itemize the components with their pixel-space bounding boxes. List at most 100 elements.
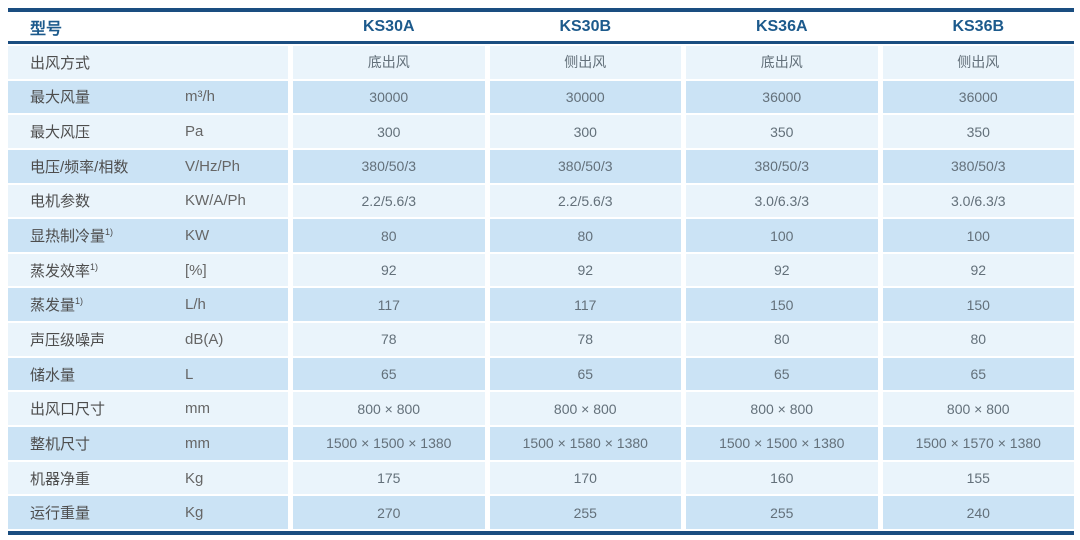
row-unit: [%] bbox=[185, 261, 207, 279]
cell-value: 1500 × 1570 × 1380 bbox=[882, 427, 1074, 460]
cell-value: 92 bbox=[489, 253, 681, 287]
cell-value: 255 bbox=[686, 496, 878, 529]
table-row-unit-dimensions: 整机尺寸 mm 1500 × 1500 × 1380 1500 × 1580 ×… bbox=[8, 427, 1074, 460]
cell-value: 侧出风 bbox=[882, 46, 1074, 79]
table-row-max-pressure: 最大风压 Pa 300 300 350 350 bbox=[8, 115, 1074, 148]
row-label: 出风方式 bbox=[30, 54, 91, 72]
cell-value: 350 bbox=[686, 115, 878, 148]
row-label: 储水量 bbox=[30, 366, 76, 384]
row-unit: dB(A) bbox=[185, 330, 224, 348]
row-unit: KW/A/Ph bbox=[185, 192, 246, 210]
table-row-voltage: 电压/频率/相数 V/Hz/Ph 380/50/3 380/50/3 380/5… bbox=[8, 149, 1074, 183]
row-unit: Kg bbox=[185, 504, 204, 522]
cell-value: 800 × 800 bbox=[293, 392, 485, 426]
cell-value: 80 bbox=[882, 323, 1074, 356]
table-row-noise: 声压级噪声 dB(A) 78 78 80 80 bbox=[8, 323, 1074, 356]
table-row-outlet-size: 出风口尺寸 mm 800 × 800 800 × 800 800 × 800 8… bbox=[8, 392, 1074, 426]
cell-value: 1500 × 1580 × 1380 bbox=[489, 427, 681, 460]
cell-value: 30000 bbox=[293, 80, 485, 114]
cell-value: 170 bbox=[489, 461, 681, 495]
cell-value: 92 bbox=[293, 253, 485, 287]
table-row-evap-rate: 蒸发量1) L/h 117 117 150 150 bbox=[8, 288, 1074, 322]
cell-value: 30000 bbox=[489, 80, 681, 114]
cell-value: 380/50/3 bbox=[489, 149, 681, 183]
table-top-border bbox=[8, 8, 1074, 12]
table-row-air-outlet: 出风方式 底出风 侧出风 底出风 侧出风 bbox=[8, 46, 1074, 79]
table-row-max-airflow: 最大风量 m³/h 30000 30000 36000 36000 bbox=[8, 80, 1074, 114]
header-model-ks36b: KS36B bbox=[952, 17, 1005, 35]
cell-value: 100 bbox=[686, 219, 878, 252]
table-body: 出风方式 底出风 侧出风 底出风 侧出风 最大风量 m³/h 30000 300… bbox=[8, 44, 1074, 531]
spec-table: 型号 KS30A KS30B KS36A KS36B 出风方式 底出风 侧出风 … bbox=[8, 8, 1074, 535]
header-model-ks30a: KS30A bbox=[362, 17, 415, 35]
row-label: 声压级噪声 bbox=[30, 331, 106, 349]
table-bottom-border bbox=[8, 531, 1074, 535]
cell-value: 380/50/3 bbox=[882, 149, 1074, 183]
cell-value: 350 bbox=[882, 115, 1074, 148]
cell-value: 155 bbox=[882, 461, 1074, 495]
cell-value: 270 bbox=[293, 496, 485, 529]
row-label: 显热制冷量1) bbox=[30, 227, 114, 246]
cell-value: 380/50/3 bbox=[293, 149, 485, 183]
cell-value: 150 bbox=[686, 288, 878, 322]
cell-value: 1500 × 1500 × 1380 bbox=[686, 427, 878, 460]
row-label: 电压/频率/相数 bbox=[30, 158, 129, 176]
cell-value: 300 bbox=[293, 115, 485, 148]
row-unit: Kg bbox=[185, 469, 204, 487]
row-label: 最大风压 bbox=[30, 124, 91, 142]
row-label: 蒸发效率1) bbox=[30, 261, 99, 280]
cell-value: 底出风 bbox=[293, 46, 485, 79]
row-unit: mm bbox=[185, 400, 210, 418]
cell-value: 92 bbox=[882, 253, 1074, 287]
cell-value: 160 bbox=[686, 461, 878, 495]
table-row-evap-efficiency: 蒸发效率1) [%] 92 92 92 92 bbox=[8, 253, 1074, 287]
cell-value: 100 bbox=[882, 219, 1074, 252]
cell-value: 36000 bbox=[882, 80, 1074, 114]
row-label: 最大风量 bbox=[30, 89, 91, 107]
row-unit: mm bbox=[185, 434, 210, 452]
cell-value: 300 bbox=[489, 115, 681, 148]
header-model-ks30b: KS30B bbox=[559, 17, 612, 35]
cell-value: 底出风 bbox=[686, 46, 878, 79]
cell-value: 65 bbox=[489, 357, 681, 391]
row-label: 电机参数 bbox=[30, 193, 91, 211]
cell-value: 175 bbox=[293, 461, 485, 495]
row-label: 机器净重 bbox=[30, 470, 91, 488]
row-label: 蒸发量1) bbox=[30, 296, 84, 315]
header-model-label: 型号 bbox=[30, 20, 63, 38]
cell-value: 65 bbox=[882, 357, 1074, 391]
row-label: 出风口尺寸 bbox=[30, 401, 106, 419]
cell-value: 80 bbox=[686, 323, 878, 356]
row-unit: m³/h bbox=[185, 88, 215, 106]
cell-value: 78 bbox=[293, 323, 485, 356]
cell-value: 150 bbox=[882, 288, 1074, 322]
row-unit: L/h bbox=[185, 296, 206, 314]
header-model-ks36a: KS36A bbox=[755, 17, 808, 35]
table-header-underline bbox=[8, 41, 1074, 44]
cell-value: 80 bbox=[293, 219, 485, 252]
cell-value: 117 bbox=[293, 288, 485, 322]
table-row-water-capacity: 储水量 L 65 65 65 65 bbox=[8, 357, 1074, 391]
cell-value: 3.0/6.3/3 bbox=[882, 184, 1074, 218]
cell-value: 117 bbox=[489, 288, 681, 322]
cell-value: 65 bbox=[293, 357, 485, 391]
cell-value: 78 bbox=[489, 323, 681, 356]
cell-value: 1500 × 1500 × 1380 bbox=[293, 427, 485, 460]
cell-value: 800 × 800 bbox=[882, 392, 1074, 426]
row-label: 整机尺寸 bbox=[30, 435, 91, 453]
cell-value: 2.2/5.6/3 bbox=[293, 184, 485, 218]
table-row-sensible-cooling: 显热制冷量1) KW 80 80 100 100 bbox=[8, 219, 1074, 252]
table-row-net-weight: 机器净重 Kg 175 170 160 155 bbox=[8, 461, 1074, 495]
table-row-operating-weight: 运行重量 Kg 270 255 255 240 bbox=[8, 496, 1074, 529]
cell-value: 侧出风 bbox=[489, 46, 681, 79]
row-unit: Pa bbox=[185, 123, 204, 141]
cell-value: 92 bbox=[686, 253, 878, 287]
cell-value: 240 bbox=[882, 496, 1074, 529]
cell-value: 80 bbox=[489, 219, 681, 252]
row-label: 运行重量 bbox=[30, 505, 91, 523]
cell-value: 800 × 800 bbox=[686, 392, 878, 426]
row-unit: L bbox=[185, 365, 194, 383]
row-unit: V/Hz/Ph bbox=[185, 157, 241, 175]
cell-value: 65 bbox=[686, 357, 878, 391]
